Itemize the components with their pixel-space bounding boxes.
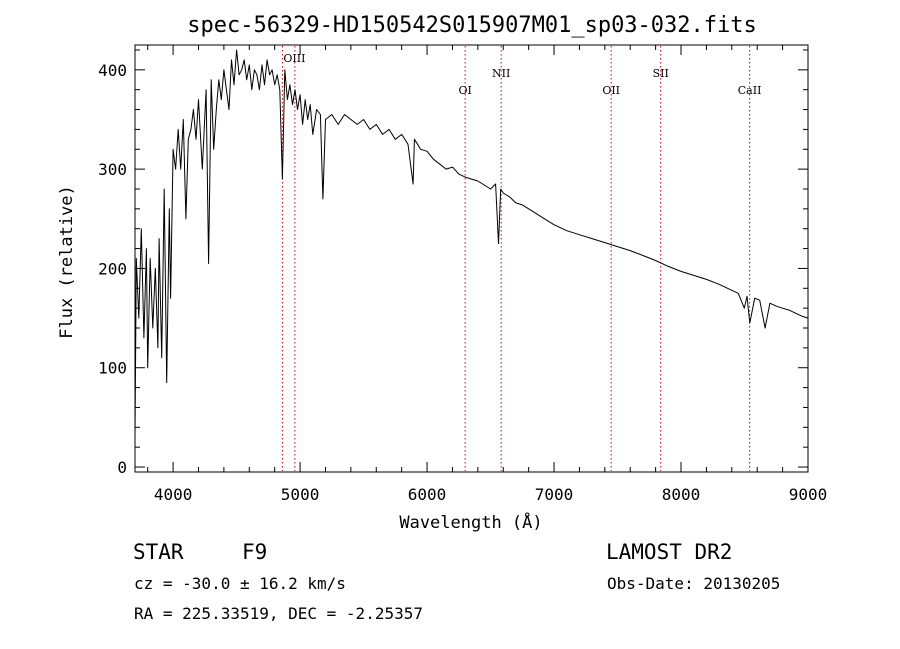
spectrum-series	[134, 49, 809, 438]
y-tick-label: 100	[98, 359, 127, 378]
x-axis-ticks: 4000 5000 6000 7000 8000 9000	[147, 45, 828, 504]
emission-line-label: OI	[458, 84, 471, 97]
x-tick-label: 7000	[535, 485, 574, 504]
x-tick-label: 8000	[662, 485, 701, 504]
x-axis-label: Wavelength (Å)	[399, 511, 542, 533]
y-axis-ticks: 0 100 200 300 400	[98, 49, 808, 477]
coordinates-readout: RA = 225.33519, DEC = -2.25357	[134, 604, 423, 623]
object-class: STAR	[133, 540, 184, 564]
x-tick-label: 9000	[789, 485, 828, 504]
y-tick-label: 300	[98, 160, 127, 179]
y-tick-label: 200	[98, 259, 127, 278]
emission-line-markers: OIIIOINIIOIISIICaII	[281, 46, 762, 471]
survey-name: LAMOST DR2	[606, 540, 733, 564]
emission-line-label: NII	[492, 67, 510, 80]
x-tick-label: 4000	[154, 485, 193, 504]
emission-line-label: OII	[602, 84, 620, 97]
y-axis-label: Flux (relative)	[57, 185, 77, 339]
spectrum-line	[134, 49, 809, 438]
x-tick-label: 6000	[408, 485, 447, 504]
chart-title: spec-56329-HD150542S015907M01_sp03-032.f…	[187, 13, 757, 38]
emission-line-label: SII	[653, 67, 669, 80]
plot-frame	[134, 44, 809, 473]
emission-line-label: CaII	[738, 84, 762, 97]
object-subclass: F9	[242, 540, 268, 564]
redshift-readout: cz = -30.0 ± 16.2 km/s	[134, 574, 346, 593]
observation-date: Obs-Date: 20130205	[607, 574, 781, 593]
y-tick-label: 0	[117, 458, 127, 477]
x-tick-label: 5000	[281, 485, 320, 504]
y-tick-label: 400	[98, 61, 127, 80]
